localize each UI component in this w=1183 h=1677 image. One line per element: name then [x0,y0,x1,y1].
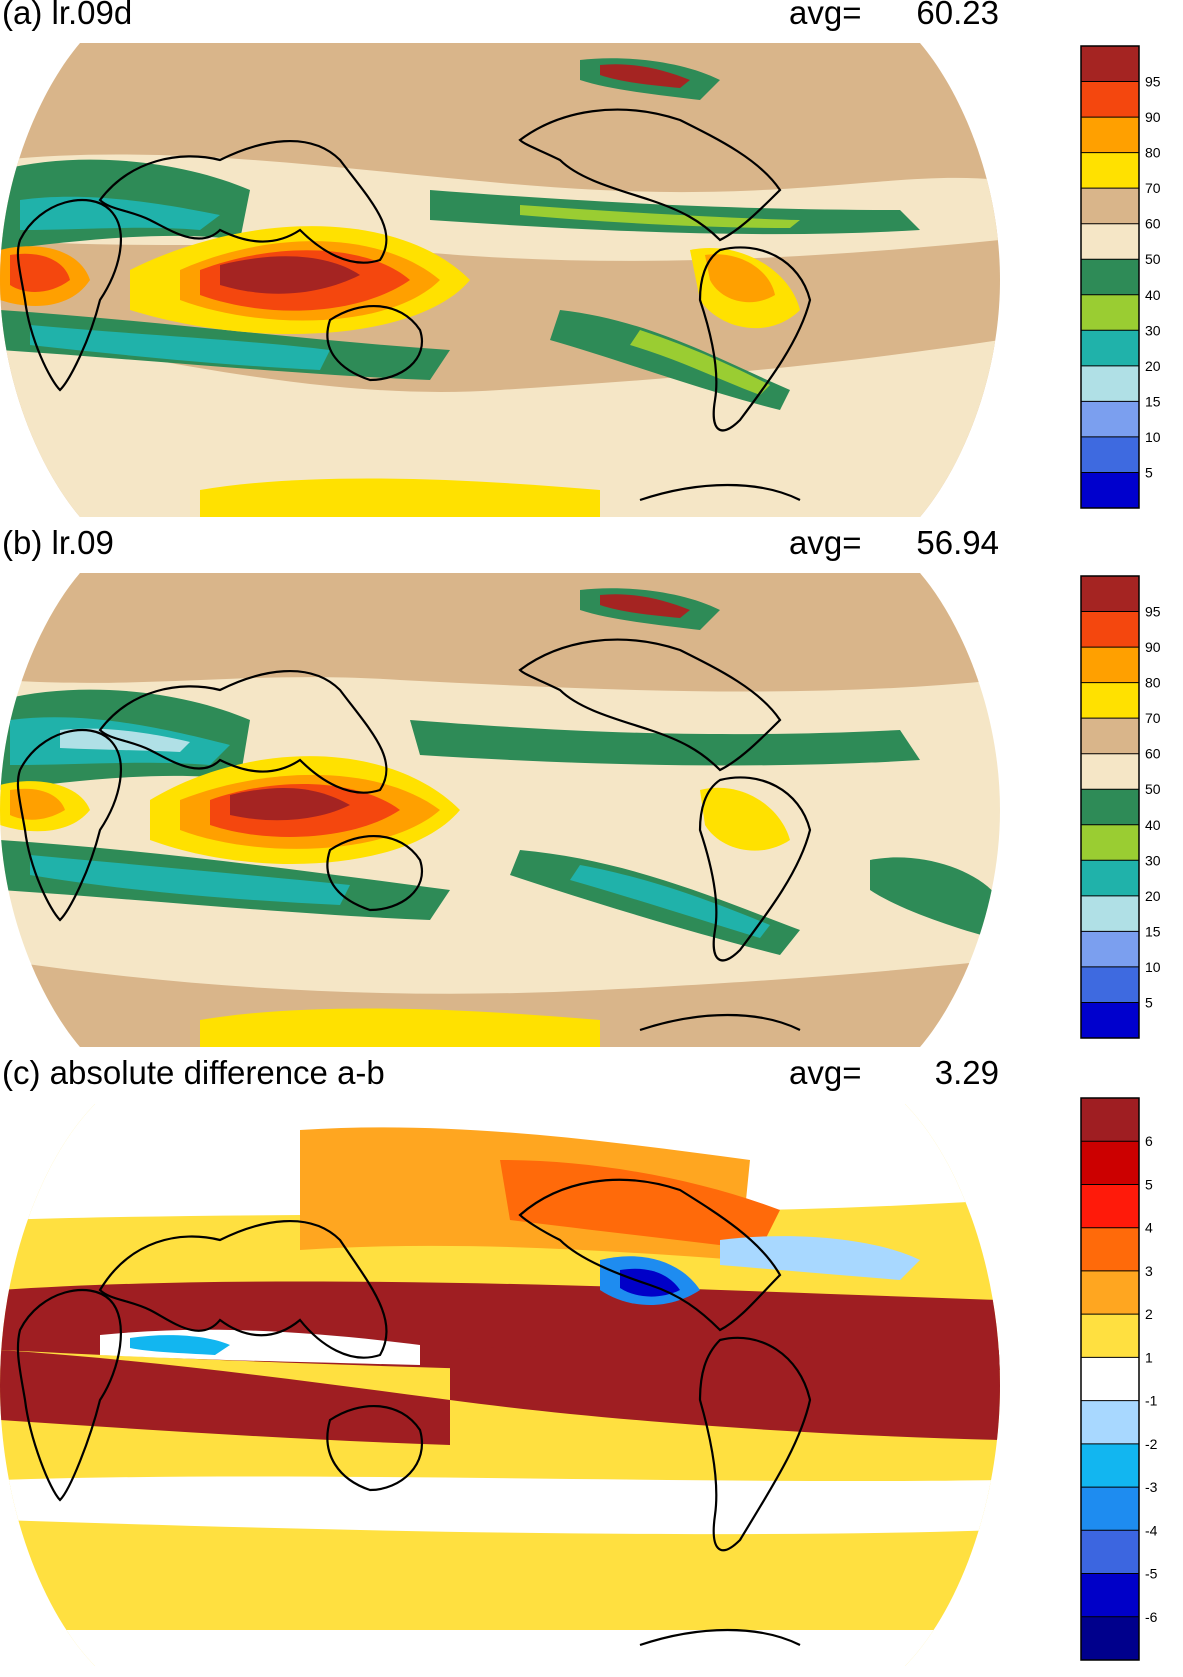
colorbar-swatch [1081,294,1139,331]
avg-value: 56.94 [916,524,999,561]
colorbar-frame [1080,575,1140,1039]
colorbar: 95 90 80 70 60 50 40 30 20 15 10 5 [1080,574,1183,1044]
colorbar-swatch [1081,1184,1139,1228]
colorbar-tick-label: 20 [1145,888,1161,904]
avg-label: avg= [789,524,862,561]
colorbar-tick-label: 30 [1145,322,1161,338]
colorbar-swatch [1081,824,1139,861]
colorbar-swatch [1081,966,1139,1003]
colorbar-tick-label: 70 [1145,180,1161,196]
coastlines [16,108,812,502]
colorbar-swatch [1081,1443,1139,1488]
colorbar-swatch [1081,152,1139,189]
panel-c: (c) absolute difference a-b avg= 3.29 [0,1054,1183,1677]
colorbar-swatch [1081,436,1139,473]
colorbar-swatch [1081,931,1139,967]
avg-value: 3.29 [934,1054,999,1091]
colorbar-tick-label: -2 [1145,1436,1158,1452]
colorbar-tick-label: 5 [1145,1176,1153,1192]
colorbar: 6 5 4 3 2 1 -1 -2 -3 -4 -5 -6 [1080,1096,1183,1666]
colorbar-frame [1080,1097,1140,1661]
colorbar-tick-label: 70 [1145,710,1161,726]
colorbar-swatch [1081,1400,1139,1444]
colorbar-tick-label: 20 [1145,358,1161,374]
avg-value: 60.23 [916,0,999,31]
colorbar-swatch [1081,188,1139,224]
colorbar-swatch [1081,330,1139,366]
avg-label: avg= [789,0,862,31]
coastlines [16,638,812,1032]
map-heatmap [0,43,1000,517]
colorbar-tick-label: 40 [1145,287,1161,303]
colorbar-tick-label: 3 [1145,1263,1153,1279]
colorbar-tick-label: -6 [1145,1609,1158,1625]
colorbar-swatch [1081,718,1139,754]
colorbar-swatch [1081,1227,1139,1271]
colorbar-swatch [1081,895,1139,932]
colorbar-tick-label: 50 [1145,781,1161,797]
colorbar-swatch [1081,1270,1139,1315]
colorbar-tick-label: 15 [1145,393,1161,409]
colorbar-tick-label: 10 [1145,959,1161,975]
colorbar-swatch [1081,401,1139,437]
colorbar-swatch [1081,1487,1139,1531]
colorbar-swatch [1081,259,1139,295]
panel-title: (a) lr.09d [2,0,133,31]
colorbar-tick-label: 90 [1145,109,1161,125]
colorbar-tick-label: -4 [1145,1522,1158,1538]
panel-title: (c) absolute difference a-b [2,1054,385,1091]
colorbar-swatch [1081,1616,1139,1660]
map-heatmap [0,573,1000,1047]
colorbar-swatch [1081,611,1139,648]
colorbar-swatch [1081,81,1139,118]
colorbar-tick-label: 80 [1145,145,1161,161]
colorbar-swatch [1081,576,1139,612]
colorbar-tick-label: 15 [1145,923,1161,939]
colorbar: 95 90 80 70 60 50 40 30 20 15 10 5 [1080,44,1183,514]
colorbar-swatch [1081,472,1139,508]
colorbar-tick-label: 4 [1145,1220,1153,1236]
colorbar-swatch [1081,789,1139,825]
colorbar-tick-label: 10 [1145,429,1161,445]
colorbar-tick-label: 90 [1145,639,1161,655]
colorbar-tick-label: 60 [1145,746,1161,762]
colorbar-swatch [1081,860,1139,896]
colorbar-tick-label: 5 [1145,994,1153,1010]
colorbar-tick-label: 40 [1145,817,1161,833]
colorbar-tick-label: 6 [1145,1133,1153,1149]
panel-a: (a) lr.09d avg= 60.23 [0,0,1183,517]
colorbar-swatch [1081,1314,1139,1358]
colorbar-swatch [1081,1573,1139,1617]
colorbar-tick-label: -5 [1145,1566,1158,1582]
colorbar-tick-label: -3 [1145,1479,1158,1495]
colorbar-tick-label: 60 [1145,216,1161,232]
avg-label: avg= [789,1054,862,1091]
colorbar-swatch [1081,223,1139,260]
colorbar-tick-label: 2 [1145,1306,1153,1322]
colorbar-swatch [1081,365,1139,402]
colorbar-swatch [1081,1098,1139,1142]
colorbar-swatch [1081,753,1139,790]
colorbar-tick-label: 50 [1145,251,1161,267]
colorbar-swatch [1081,682,1139,719]
colorbar-tick-label: -1 [1145,1393,1158,1409]
colorbar-swatch [1081,1002,1139,1038]
colorbar-swatch [1081,1357,1139,1401]
panel-b: (b) lr.09 avg= 56.94 [0,524,1183,1047]
colorbar-tick-label: 95 [1145,74,1161,90]
coastlines [16,1178,812,1647]
colorbar-tick-label: 30 [1145,852,1161,868]
colorbar-frame [1080,45,1140,509]
colorbar-tick-label: 1 [1145,1349,1153,1365]
colorbar-swatch [1081,117,1139,153]
colorbar-swatch [1081,1530,1139,1574]
colorbar-swatch [1081,647,1139,683]
colorbar-swatch [1081,46,1139,82]
colorbar-tick-label: 80 [1145,675,1161,691]
colorbar-swatch [1081,1141,1139,1185]
colorbar-tick-label: 95 [1145,604,1161,620]
colorbar-tick-label: 5 [1145,464,1153,480]
panel-title: (b) lr.09 [2,524,114,561]
map-heatmap [0,1104,1000,1666]
